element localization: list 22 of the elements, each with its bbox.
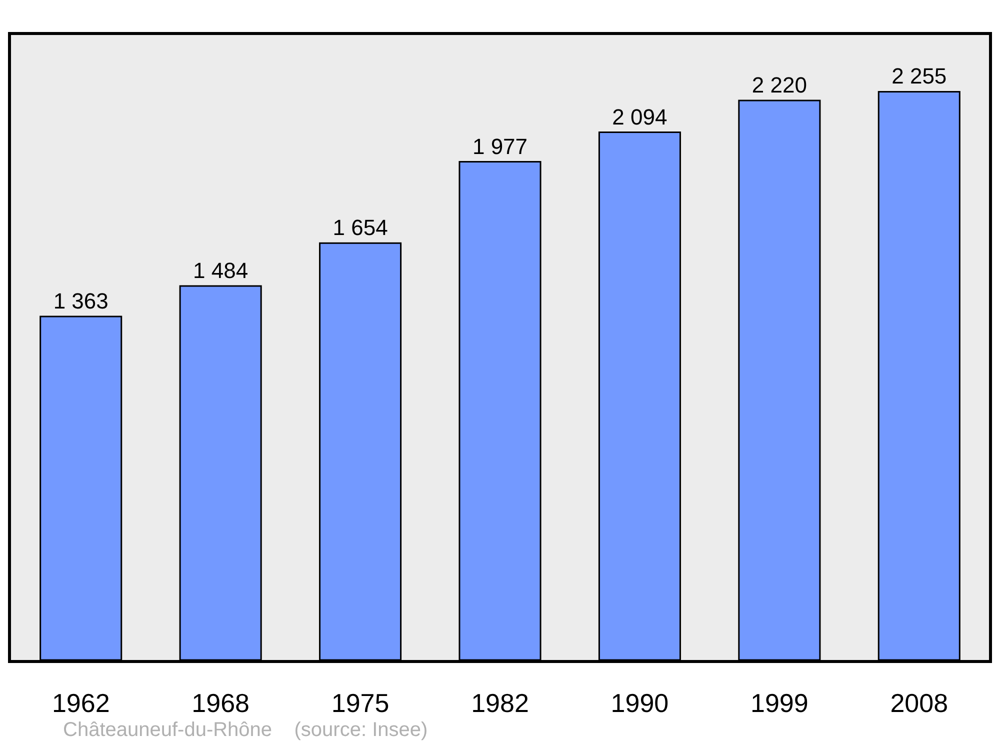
bar [458, 161, 542, 660]
x-tick-label: 1999 [750, 688, 808, 718]
x-tick-label: 1982 [471, 688, 529, 718]
data-label: 1 363 [53, 288, 108, 314]
bar [878, 90, 960, 660]
x-tick-label: 1962 [52, 688, 110, 718]
text: Châteauneuf-du-Rhône (source: Insee) [63, 719, 428, 741]
x-tick-label: 1990 [610, 688, 669, 718]
x-tick-label: 1975 [331, 688, 390, 718]
data-label: 1 977 [472, 134, 528, 159]
data-label: 1 654 [332, 215, 388, 240]
data-label: 1 484 [193, 258, 248, 284]
bar [40, 316, 122, 660]
bar [598, 132, 681, 660]
data-label: 2 255 [892, 64, 947, 89]
bar [738, 100, 821, 660]
x-tick-label: 2008 [890, 688, 948, 718]
bar [319, 242, 402, 660]
bar [179, 285, 262, 660]
x-tick-label: 1968 [192, 688, 250, 718]
data-label: 2 094 [612, 104, 668, 130]
data-label: 2 220 [752, 72, 807, 98]
